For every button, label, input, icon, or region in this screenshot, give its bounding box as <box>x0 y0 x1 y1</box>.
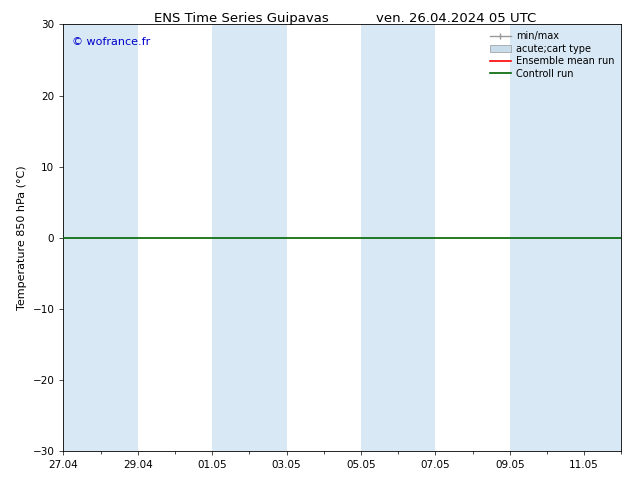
Y-axis label: Temperature 850 hPa (°C): Temperature 850 hPa (°C) <box>17 165 27 310</box>
Bar <box>510 24 621 451</box>
Bar <box>361 24 436 451</box>
Bar <box>63 24 138 451</box>
Bar <box>212 24 287 451</box>
Text: ven. 26.04.2024 05 UTC: ven. 26.04.2024 05 UTC <box>377 12 536 25</box>
Text: © wofrance.fr: © wofrance.fr <box>72 37 150 48</box>
Text: ENS Time Series Guipavas: ENS Time Series Guipavas <box>153 12 328 25</box>
Legend: min/max, acute;cart type, Ensemble mean run, Controll run: min/max, acute;cart type, Ensemble mean … <box>488 29 616 80</box>
